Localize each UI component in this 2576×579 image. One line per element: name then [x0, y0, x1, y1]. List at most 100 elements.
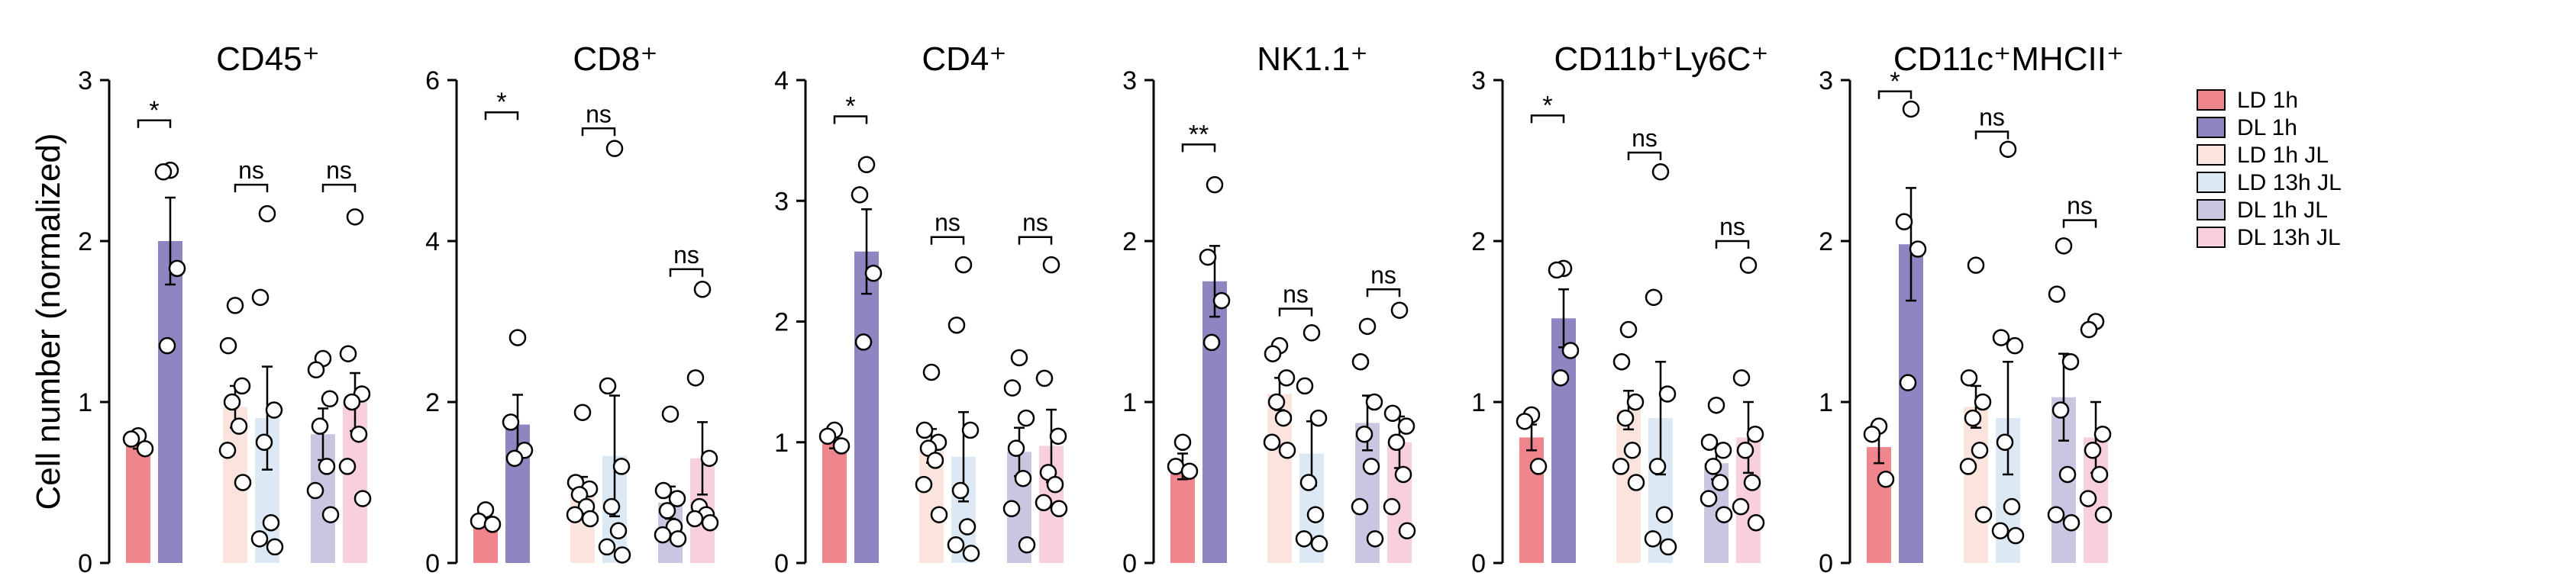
data-point — [1960, 369, 1978, 387]
significance-label: ns — [673, 241, 699, 269]
data-point — [700, 449, 718, 468]
data-point — [1747, 514, 1765, 532]
data-point — [1277, 369, 1296, 387]
significance-bracket — [669, 268, 704, 277]
chart-panel: NK1.1⁺ 0 1 2 3 ** ns ns — [1122, 40, 1416, 578]
data-point — [605, 140, 624, 157]
data-point — [1974, 506, 1993, 523]
significance-bracket — [1974, 130, 2009, 140]
data-point — [1627, 474, 1645, 491]
bar — [854, 251, 879, 563]
data-point — [1365, 393, 1383, 411]
data-point — [1351, 497, 1369, 516]
data-point — [1612, 353, 1631, 371]
data-point — [1046, 475, 1064, 494]
data-point — [1358, 317, 1377, 336]
significance-label: ns — [1632, 124, 1658, 152]
data-point — [915, 475, 933, 494]
legend-label: DL 1h — [2237, 115, 2297, 140]
data-point — [961, 421, 980, 439]
data-point — [1180, 462, 1199, 480]
data-point — [1264, 345, 1282, 362]
chart-title: CD11b⁺Ly6C⁺ — [1554, 40, 1768, 78]
data-point — [1306, 506, 1325, 523]
y-tick-label: 1 — [1122, 388, 1137, 417]
data-point — [1651, 163, 1670, 181]
significance-label: ns — [2067, 192, 2093, 220]
data-point — [1909, 240, 1927, 258]
data-point — [599, 377, 617, 395]
significance-bracket — [234, 183, 269, 193]
data-point — [1362, 458, 1380, 475]
data-point — [962, 545, 980, 562]
data-point — [2051, 401, 2070, 419]
y-tick-label: 0 — [78, 549, 92, 578]
data-point — [1991, 522, 2009, 540]
data-point — [226, 297, 244, 314]
data-point — [1707, 396, 1725, 414]
data-point — [2006, 526, 2025, 545]
data-point — [1206, 175, 1224, 194]
data-point — [851, 186, 869, 204]
data-point — [951, 481, 970, 500]
data-point — [1645, 288, 1663, 307]
significance-bracket — [321, 183, 357, 193]
data-point — [1003, 379, 1022, 397]
legend-swatch — [2197, 172, 2226, 193]
data-point — [693, 281, 712, 298]
legend-label: LD 1h JL — [2237, 143, 2329, 168]
data-point — [1863, 425, 1881, 443]
y-tick-label: 3 — [1819, 66, 1833, 95]
data-point — [1398, 522, 1416, 540]
data-point — [1623, 442, 1641, 459]
data-point — [818, 427, 837, 446]
data-point — [1902, 100, 1920, 118]
data-point — [947, 536, 965, 554]
data-point — [346, 208, 364, 226]
bar — [126, 442, 150, 563]
data-point — [230, 417, 248, 435]
significance-bracket — [484, 111, 519, 121]
y-tick-label: 4 — [425, 227, 440, 256]
data-point — [954, 256, 973, 274]
bar — [822, 442, 847, 563]
data-point — [661, 405, 680, 423]
data-point — [1394, 465, 1412, 484]
significance-bracket — [137, 119, 172, 128]
data-point — [654, 526, 672, 544]
data-point — [1746, 425, 1764, 443]
data-point — [318, 458, 336, 475]
significance-bracket — [581, 127, 616, 137]
data-point — [1263, 433, 1281, 451]
data-point — [1050, 500, 1068, 518]
data-point — [1714, 442, 1732, 459]
data-point — [1967, 256, 1985, 274]
y-tick-label: 0 — [1471, 549, 1486, 578]
data-point — [1959, 458, 1977, 475]
data-point — [1739, 256, 1758, 274]
data-point — [1274, 409, 1293, 427]
data-point — [311, 417, 329, 435]
chart-title: CD45⁺ — [216, 40, 320, 78]
legend-label: LD 1h — [2237, 88, 2298, 113]
data-point — [1700, 490, 1718, 507]
data-point — [669, 530, 687, 548]
data-point — [1366, 530, 1384, 548]
significance-bracket — [1018, 236, 1053, 245]
data-point — [350, 425, 368, 443]
data-point — [2003, 497, 2021, 516]
y-tick-label: 2 — [774, 308, 789, 337]
data-point — [1299, 474, 1318, 491]
data-point — [958, 518, 976, 536]
data-point — [1612, 458, 1630, 475]
data-point — [1711, 474, 1729, 491]
data-point — [1042, 256, 1060, 274]
y-axis-label: Cell number (normalized) — [30, 133, 67, 510]
data-point — [338, 458, 357, 475]
data-point — [654, 481, 673, 500]
data-point — [1659, 538, 1677, 556]
data-point — [470, 512, 488, 530]
significance-label: ns — [1283, 281, 1309, 308]
data-point — [2080, 320, 2098, 339]
significance-label: ns — [1370, 261, 1396, 288]
